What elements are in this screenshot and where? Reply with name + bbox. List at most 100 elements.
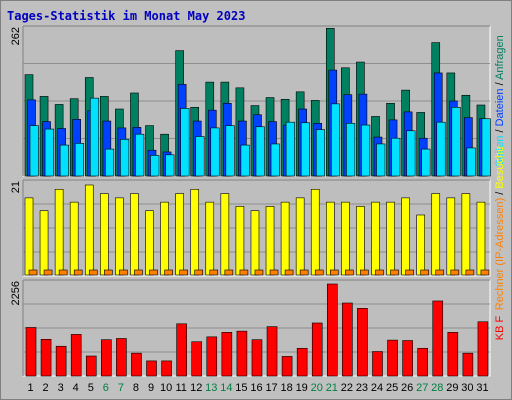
hits-bar-seiten-day-13 bbox=[210, 127, 220, 177]
hits-legend-part-1: Seiten bbox=[494, 136, 506, 167]
kbytes-bar-day-22 bbox=[342, 302, 353, 377]
hits-legend-part-2: / bbox=[494, 126, 506, 135]
visits-bar-rechner-day-20 bbox=[314, 269, 324, 276]
visits-bar-besuche-day-19 bbox=[295, 197, 305, 276]
visits-bar-besuche-day-5 bbox=[84, 184, 94, 276]
hits-bar-seiten-day-8 bbox=[135, 133, 145, 177]
hits-bar-seiten-day-31 bbox=[481, 118, 491, 177]
kbytes-bar-day-20 bbox=[311, 322, 323, 377]
kbytes-bar-day-14 bbox=[221, 332, 233, 377]
x-tick-label-day-30: 30 bbox=[461, 382, 473, 394]
x-tick-label-day-26: 26 bbox=[401, 382, 413, 394]
hits-bar-seiten-day-9 bbox=[150, 155, 160, 177]
hits-bar-seiten-day-12 bbox=[195, 136, 205, 177]
x-tick-label-day-6: 6 bbox=[103, 382, 109, 394]
kbytes-bar-day-2 bbox=[40, 338, 52, 377]
hits-legend: Seiten / Dateien / Anfragen bbox=[494, 35, 506, 167]
kbytes-bar-day-19 bbox=[296, 347, 308, 377]
kbytes-bar-day-15 bbox=[236, 330, 248, 377]
visits-bar-besuche-day-10 bbox=[160, 201, 169, 276]
hits-bar-seiten-day-15 bbox=[240, 144, 250, 177]
visits-bar-besuche-day-13 bbox=[205, 201, 215, 276]
hits-legend-part-4: / bbox=[494, 80, 506, 89]
chart-title: Tages-Statistik im Monat May 2023 bbox=[7, 9, 246, 23]
visits-bar-rechner-day-9 bbox=[149, 269, 158, 276]
kbytes-bar-day-24 bbox=[372, 351, 383, 377]
visits-bar-rechner-day-15 bbox=[239, 269, 249, 276]
visits-bar-rechner-day-6 bbox=[104, 269, 113, 276]
x-tick-label-day-3: 3 bbox=[58, 382, 64, 394]
visits-bar-rechner-day-30 bbox=[465, 269, 475, 276]
visits-ymax-label: 21 bbox=[10, 181, 22, 193]
hits-bar-seiten-day-21 bbox=[330, 103, 341, 177]
visits-bar-rechner-day-7 bbox=[119, 269, 128, 276]
visits-bar-besuche-day-14 bbox=[220, 193, 230, 276]
hits-bar-seiten-day-20 bbox=[315, 129, 326, 177]
visits-bar-rechner-day-5 bbox=[88, 269, 98, 276]
visits-bar-rechner-day-2 bbox=[43, 269, 53, 276]
visits-bar-besuche-day-8 bbox=[130, 193, 139, 276]
kbytes-bar-day-21 bbox=[326, 283, 338, 377]
x-tick-label-day-21: 21 bbox=[326, 382, 338, 394]
x-tick-label-day-17: 17 bbox=[265, 382, 277, 394]
x-tick-label-day-1: 1 bbox=[27, 382, 33, 394]
visits-bar-rechner-day-16 bbox=[254, 269, 264, 276]
kbytes-bar-day-4 bbox=[70, 334, 82, 377]
kbytes-bar-day-12 bbox=[191, 341, 203, 377]
kbytes-bar-day-25 bbox=[387, 339, 398, 377]
visits-bar-besuche-day-26 bbox=[401, 197, 410, 276]
hits-bar-seiten-day-5 bbox=[89, 97, 100, 177]
visits-bar-besuche-day-17 bbox=[265, 206, 275, 276]
visits-bar-besuche-day-18 bbox=[280, 201, 290, 276]
kbytes-bar-day-11 bbox=[176, 323, 187, 377]
visits-bar-besuche-day-31 bbox=[476, 201, 486, 276]
visits-bar-rechner-day-26 bbox=[405, 269, 414, 276]
visits-bar-rechner-day-1 bbox=[28, 269, 38, 276]
x-tick-label-day-11: 11 bbox=[175, 382, 186, 394]
kbytes-bar-day-18 bbox=[281, 356, 293, 377]
hits-bar-seiten-day-19 bbox=[300, 122, 310, 177]
x-tick-label-day-29: 29 bbox=[446, 382, 458, 394]
visits-bar-besuche-day-25 bbox=[386, 201, 395, 276]
visits-bar-rechner-day-23 bbox=[360, 269, 369, 276]
x-tick-label-day-4: 4 bbox=[73, 382, 79, 394]
hits-bar-seiten-day-28 bbox=[436, 121, 446, 177]
visits-bar-rechner-day-28 bbox=[435, 269, 445, 276]
visits-legend-part-2: / bbox=[494, 189, 506, 198]
visits-bar-rechner-day-3 bbox=[58, 269, 68, 276]
kbytes-bar-day-28 bbox=[432, 300, 444, 377]
hits-bar-seiten-day-11 bbox=[180, 108, 190, 177]
visits-bar-besuche-day-21 bbox=[325, 201, 335, 276]
visits-bar-besuche-day-3 bbox=[54, 188, 64, 276]
hits-legend-part-5: Anfragen bbox=[494, 35, 506, 80]
visits-bar-rechner-day-27 bbox=[420, 269, 429, 276]
visits-bar-rechner-day-14 bbox=[224, 269, 234, 276]
hits-ymax-label: 262 bbox=[10, 27, 22, 45]
visits-bar-rechner-day-25 bbox=[390, 269, 399, 276]
x-tick-label-day-28: 28 bbox=[431, 382, 443, 394]
visits-bar-besuche-day-4 bbox=[69, 201, 79, 276]
kbytes-bar-day-13 bbox=[206, 336, 218, 377]
x-tick-label-day-31: 31 bbox=[476, 382, 488, 394]
visits-bar-besuche-day-24 bbox=[371, 201, 380, 276]
visits-bar-besuche-day-30 bbox=[461, 193, 471, 276]
visits-bar-besuche-day-12 bbox=[190, 188, 200, 276]
visits-bar-besuche-day-11 bbox=[175, 193, 184, 276]
hits-bar-seiten-day-4 bbox=[74, 143, 84, 177]
visits-bar-besuche-day-22 bbox=[341, 201, 350, 276]
visits-bar-rechner-day-4 bbox=[73, 269, 83, 276]
hits-bar-seiten-day-6 bbox=[105, 148, 115, 177]
x-tick-label-day-15: 15 bbox=[235, 382, 247, 394]
visits-bar-rechner-day-12 bbox=[194, 269, 204, 276]
visits-bar-rechner-day-24 bbox=[375, 269, 384, 276]
kbytes-bar-day-3 bbox=[55, 345, 67, 377]
kbytes-bar-day-7 bbox=[116, 338, 127, 377]
x-tick-label-day-5: 5 bbox=[88, 382, 94, 394]
visits-bar-besuche-day-28 bbox=[431, 193, 441, 276]
visits-bar-besuche-day-27 bbox=[416, 214, 425, 276]
visits-bar-besuche-day-9 bbox=[145, 210, 154, 276]
hits-bar-seiten-day-10 bbox=[165, 154, 175, 177]
kbytes-bar-day-27 bbox=[417, 347, 428, 377]
visits-bar-rechner-day-21 bbox=[329, 269, 339, 276]
hits-bar-seiten-day-17 bbox=[270, 143, 280, 177]
